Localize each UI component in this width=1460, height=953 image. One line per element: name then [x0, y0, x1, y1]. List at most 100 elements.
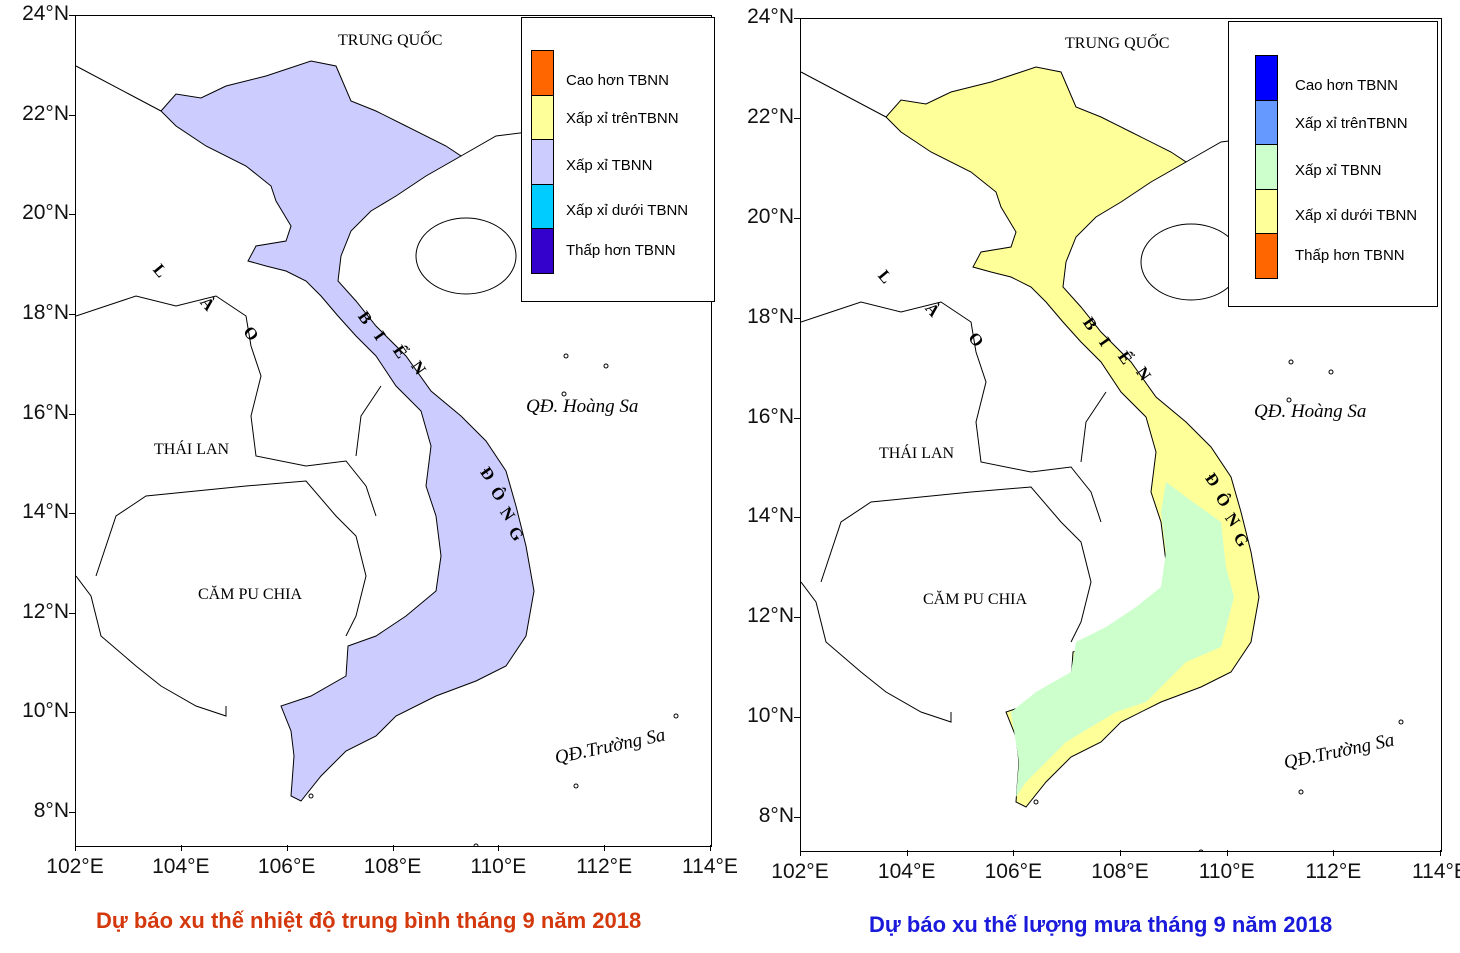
island — [561, 391, 567, 397]
lon-tick-mark — [392, 845, 394, 851]
legend-swatch — [531, 183, 554, 229]
island — [673, 713, 679, 719]
lon-tick-label: 114°E — [682, 855, 738, 878]
lat-tick-mark — [69, 214, 75, 216]
lon-tick-label: 102°E — [771, 860, 829, 883]
country-border — [801, 71, 887, 118]
lat-tick-mark — [69, 513, 75, 515]
lat-tick-mark — [794, 617, 800, 619]
lon-tick-mark — [1226, 850, 1228, 856]
lon-tick-mark — [1120, 850, 1121, 856]
lon-tick-label: 108°E — [363, 855, 422, 878]
legend-swatch — [1255, 99, 1278, 145]
lat-tick-label: 16°N — [747, 404, 794, 428]
temperature-map — [76, 60, 679, 846]
legend-label: Xấp xỉ trênTBNN — [566, 109, 679, 127]
legend-label: Cao hơn TBNN — [566, 72, 669, 89]
island — [1033, 799, 1039, 805]
lon-tick-label: 106°E — [984, 860, 1043, 883]
lon-tick-label: 112°E — [1305, 860, 1362, 883]
label-cambodia: CĂM PU CHIA — [923, 591, 1028, 608]
lat-tick-label: 8°N — [758, 804, 794, 827]
lon-tick-mark — [906, 850, 908, 856]
lat-tick-mark — [69, 812, 75, 813]
legend-label: Xấp xỉ TBNN — [1295, 162, 1382, 179]
lon-tick-label: 114°E — [1412, 860, 1460, 883]
label-thailand: THÁI LAN — [879, 445, 955, 462]
legend-swatch — [1255, 233, 1278, 279]
label-china: TRUNG QUỐC — [1065, 35, 1170, 52]
lat-tick-mark — [794, 117, 800, 119]
lon-tick-mark — [1013, 850, 1015, 856]
rainfall-legend: Cao hơn TBNN Xấp xỉ trênTBNN Xấp xỉ TBNN Xấ… — [1228, 21, 1438, 307]
lat-tick-mark — [69, 313, 75, 315]
lat-tick-label: 18°N — [747, 304, 794, 328]
hainan-island — [415, 217, 517, 295]
lat-tick-label: 22°N — [747, 104, 794, 128]
lat-tick-mark — [794, 317, 800, 319]
legend-swatch — [531, 50, 554, 96]
country-border — [76, 575, 227, 717]
island — [473, 843, 479, 846]
legend-label: Xấp xỉ dưới TBNN — [566, 201, 689, 219]
lon-tick-label: 112°E — [576, 855, 633, 878]
lon-tick-label: 104°E — [152, 855, 210, 878]
lat-tick-mark — [69, 712, 75, 714]
lat-tick-label: 20°N — [22, 201, 69, 225]
lat-tick-mark — [794, 817, 800, 818]
lat-tick-label: 14°N — [747, 504, 794, 528]
lat-tick-label: 16°N — [22, 400, 69, 424]
lat-tick-label: 8°N — [33, 799, 69, 822]
hainan-island — [1140, 223, 1242, 301]
legend-label: Xấp xỉ trênTBNN — [1295, 114, 1408, 132]
country-border — [355, 385, 382, 457]
island — [573, 783, 579, 789]
legend-label: Thấp hơn TBNN — [1295, 247, 1405, 264]
country-border — [820, 486, 1092, 643]
island — [603, 363, 609, 369]
temperature-legend: Cao hơn TBNN Xấp xỉ trênTBNN Xấp xỉ TBNN Xấ… — [521, 17, 715, 302]
lat-tick-label: 12°N — [22, 599, 69, 623]
lon-tick-label: 110°E — [470, 855, 527, 878]
lon-tick-mark — [1333, 850, 1335, 856]
island — [1298, 789, 1304, 795]
label-paracel: QĐ. Hoàng Sa — [526, 396, 639, 417]
lat-tick-label: 10°N — [22, 699, 69, 723]
country-border — [801, 301, 1102, 523]
lon-tick-mark — [1440, 850, 1441, 856]
lon-tick-mark — [604, 845, 606, 851]
label-cambodia: CĂM PU CHIA — [198, 586, 303, 603]
lat-tick-mark — [69, 612, 75, 614]
lon-tick-mark — [498, 845, 500, 851]
island — [1286, 397, 1292, 403]
lat-tick-label: 22°N — [22, 101, 69, 125]
lat-tick-label: 24°N — [22, 2, 69, 25]
legend-label: Xấp xỉ TBNN — [566, 157, 653, 174]
temperature-map-title: Dự báo xu thế nhiệt độ trung bình tháng … — [96, 908, 642, 933]
lat-tick-mark — [794, 717, 800, 719]
country-border — [76, 65, 162, 112]
lat-tick-label: 18°N — [22, 300, 69, 324]
south-forecast-region — [1011, 482, 1234, 797]
lon-tick-mark — [286, 845, 288, 851]
label-thailand: THÁI LAN — [154, 441, 230, 458]
lon-tick-mark — [710, 845, 711, 851]
island — [1288, 359, 1294, 365]
lat-tick-label: 10°N — [747, 704, 794, 728]
lat-tick-label: 14°N — [22, 500, 69, 524]
temperature-map-frame: TRUNG QUỐC THÁI LAN CĂM PU CHIA QĐ. Hoàn… — [75, 15, 715, 847]
rainfall-map-frame: TRUNG QUỐC THÁI LAN CĂM PU CHIA QĐ. Hoàn… — [800, 18, 1442, 852]
lon-tick-label: 104°E — [877, 860, 936, 883]
legend-label: Cao hơn TBNN — [1295, 77, 1398, 94]
island — [1398, 719, 1404, 725]
lat-tick-label: 20°N — [747, 204, 794, 228]
lon-tick-label: 110°E — [1198, 860, 1255, 883]
island — [308, 793, 314, 799]
country-border — [95, 480, 367, 637]
country-border — [1080, 391, 1107, 463]
legend-swatch — [531, 139, 554, 185]
legend-swatch — [1255, 188, 1278, 234]
lat-tick-mark — [69, 15, 75, 16]
legend-swatch — [531, 228, 554, 274]
